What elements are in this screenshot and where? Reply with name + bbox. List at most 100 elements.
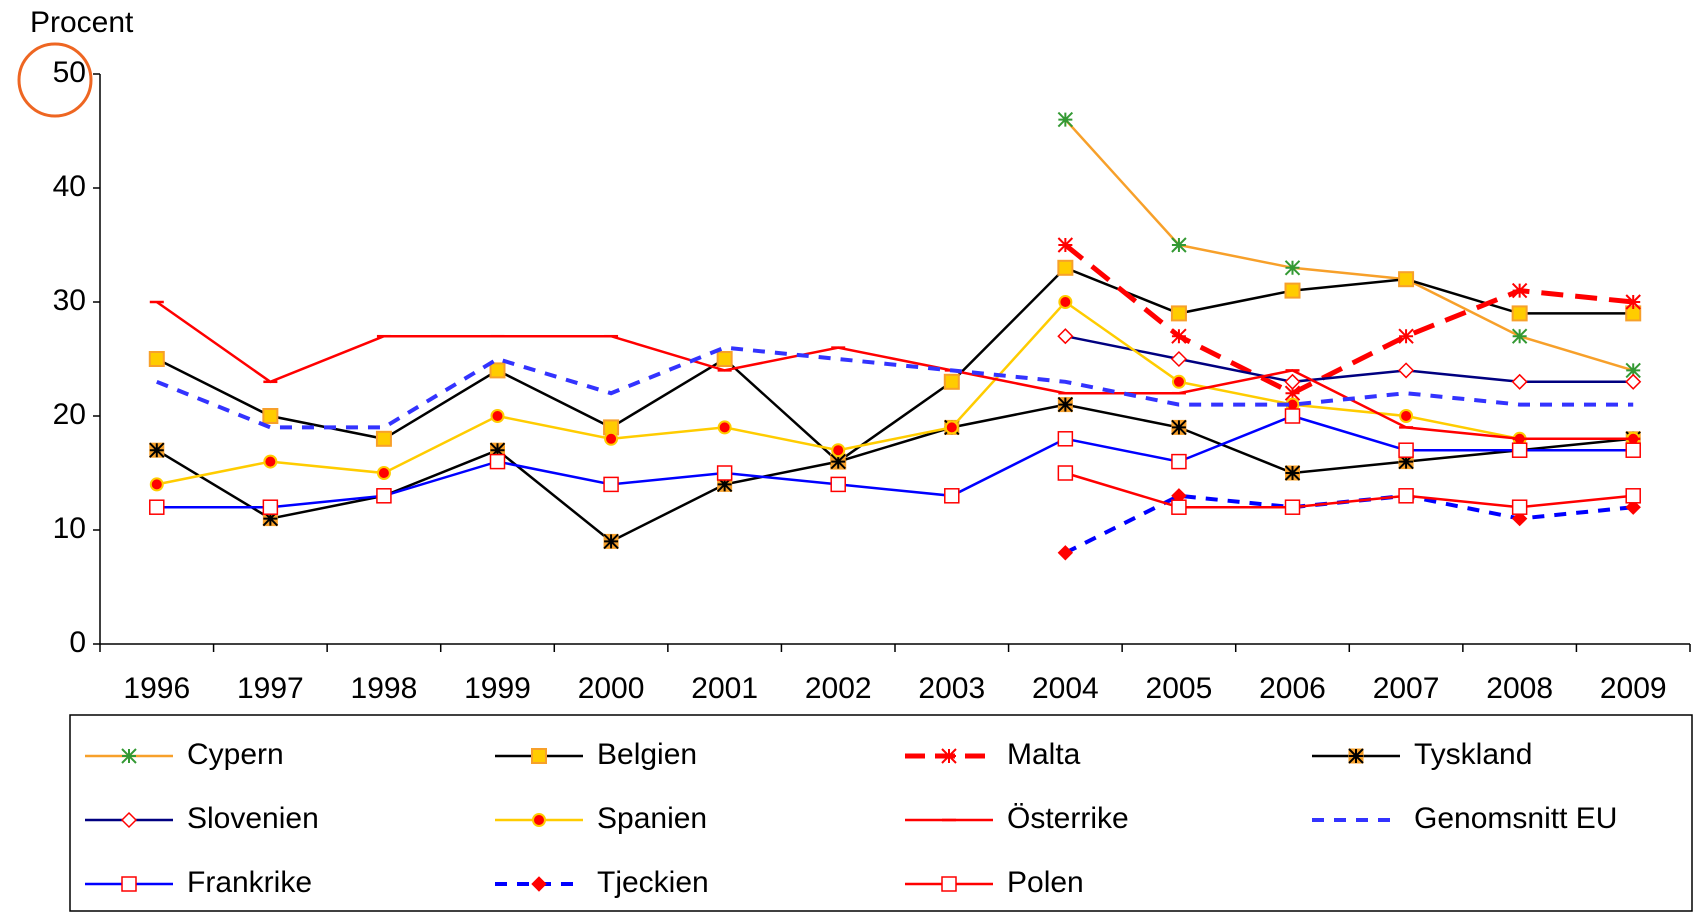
- marker: [944, 488, 960, 504]
- marker: [1625, 488, 1641, 504]
- marker: [1511, 442, 1528, 458]
- legend-marker: [120, 811, 138, 829]
- series-line: [1064, 471, 1634, 509]
- marker-star: [603, 533, 619, 550]
- marker: [716, 351, 733, 367]
- x-tick-label: 2006: [1259, 672, 1326, 705]
- marker: [1284, 260, 1301, 276]
- x-tick-label: 2004: [1032, 672, 1099, 705]
- legend-label: Tjeckien: [597, 866, 709, 899]
- y-tick-label: 50: [53, 56, 86, 89]
- legend-marker: [121, 876, 137, 892]
- marker: [490, 409, 505, 423]
- legend-marker: [941, 748, 957, 764]
- series-line: [156, 300, 1634, 441]
- marker: [1057, 328, 1074, 345]
- marker: [831, 443, 846, 458]
- marker: [1625, 294, 1641, 310]
- legend-label: Genomsnitt EU: [1414, 802, 1617, 835]
- marker: [1057, 431, 1074, 447]
- series-line: [1064, 493, 1634, 555]
- marker-star: [1284, 465, 1301, 481]
- series-line: [156, 414, 1634, 509]
- marker: [1398, 328, 1414, 344]
- marker: [1284, 465, 1301, 481]
- marker: [603, 476, 619, 493]
- legend-label: Spanien: [597, 802, 707, 835]
- marker-star: [830, 453, 846, 470]
- marker: [375, 430, 392, 447]
- series-line: [1065, 334, 1634, 384]
- marker-star: [1398, 453, 1414, 470]
- marker: [1284, 282, 1301, 299]
- marker: [1057, 111, 1074, 128]
- marker: [1057, 545, 1074, 561]
- marker: [716, 465, 733, 481]
- marker: [1284, 499, 1301, 515]
- marker: [489, 453, 506, 470]
- marker: [1625, 442, 1641, 458]
- legend-label: Malta: [1007, 738, 1081, 771]
- x-tick-label: 2009: [1600, 672, 1667, 705]
- highlight-circle: [17, 42, 93, 118]
- legend-label: Belgien: [597, 738, 697, 771]
- marker: [1171, 328, 1187, 344]
- marker: [1057, 396, 1074, 413]
- marker: [1511, 499, 1528, 515]
- series-line: [156, 300, 1634, 486]
- x-tick-label: 2002: [805, 672, 872, 705]
- y-tick-label: 10: [53, 512, 86, 545]
- marker: [1284, 373, 1301, 390]
- legend-marker: [121, 748, 137, 764]
- marker: [376, 466, 391, 480]
- marker: [1625, 373, 1642, 390]
- marker: [262, 510, 279, 527]
- marker: [1398, 442, 1414, 458]
- x-tick-label: 1996: [123, 672, 190, 705]
- marker: [1398, 362, 1415, 379]
- marker-star: [149, 442, 165, 458]
- x-tick-label: 1998: [351, 672, 418, 705]
- marker: [1058, 295, 1073, 309]
- marker: [1399, 409, 1414, 423]
- marker: [1057, 259, 1074, 276]
- series-line: [1064, 118, 1634, 372]
- marker: [1511, 282, 1528, 299]
- marker: [717, 420, 732, 435]
- y-tick-label: 40: [53, 170, 86, 203]
- x-tick-label: 2008: [1486, 672, 1553, 705]
- marker: [1171, 419, 1187, 436]
- marker-star: [262, 510, 279, 527]
- marker: [1170, 305, 1187, 322]
- marker: [1398, 271, 1415, 288]
- legend-marker: [1348, 748, 1364, 764]
- legend-marker: [532, 813, 546, 827]
- marker: [1511, 373, 1528, 390]
- x-tick-label: 1999: [464, 672, 531, 705]
- marker: [149, 499, 165, 515]
- marker: [716, 476, 733, 493]
- marker-star: [1348, 748, 1364, 764]
- x-tick-label: 2007: [1373, 672, 1440, 705]
- legend-box: [69, 714, 1693, 912]
- series-line: [1063, 243, 1634, 396]
- marker: [1057, 237, 1074, 253]
- marker: [603, 533, 619, 550]
- legend-label: Tyskland: [1414, 738, 1532, 771]
- marker: [1625, 499, 1641, 515]
- marker: [262, 499, 279, 515]
- marker: [943, 373, 960, 390]
- marker: [1171, 499, 1187, 515]
- marker-star: [489, 442, 506, 458]
- legend-label: Slovenien: [187, 802, 319, 835]
- legend-label: Frankrike: [187, 866, 312, 899]
- x-tick-label: 2001: [691, 672, 758, 705]
- x-tick-label: 1997: [237, 672, 304, 705]
- marker: [1511, 305, 1528, 322]
- legend-marker: [531, 748, 547, 764]
- y-tick-label: 20: [53, 398, 86, 431]
- marker: [1171, 374, 1186, 389]
- marker: [149, 442, 165, 458]
- y-tick-label: 30: [53, 284, 86, 317]
